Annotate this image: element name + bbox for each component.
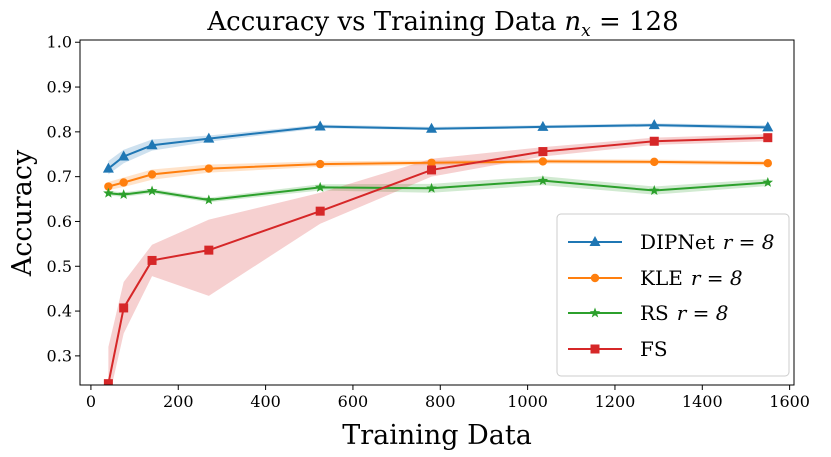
point-fs (538, 147, 548, 157)
chart-title-math-var: n (564, 7, 581, 37)
plot-frame (79, 39, 795, 386)
x-axis-label: Training Data (342, 420, 532, 451)
point-kle (650, 157, 659, 167)
legend-label-text: RS (640, 301, 669, 325)
y-ticks: 0.3 0.4 0.5 0.6 0.7 0.8 0.9 1.0 (47, 33, 80, 365)
legend: DIPNet r = 8 KLE r = 8 RS r = 8 FS (556, 213, 790, 377)
chart-title-text: Accuracy vs Training Data (206, 7, 556, 37)
point-dipnet (203, 132, 215, 143)
x-tick-label: 200 (163, 392, 194, 411)
point-kle (204, 164, 214, 173)
legend-marker-kle (590, 273, 600, 283)
point-fs (204, 245, 214, 255)
point-kle (104, 182, 113, 191)
series-markers (102, 119, 774, 385)
x-tick-label: 1000 (507, 392, 548, 411)
legend-label-math: r = 8 (723, 230, 775, 254)
band-rs (108, 176, 768, 203)
legend-label-math: r = 8 (677, 301, 729, 325)
legend-marker-fs (590, 344, 600, 354)
x-ticks: 0 200 400 600 800 1000 1200 1400 1600 (86, 385, 810, 411)
y-axis-label: Accuracy (7, 149, 38, 277)
x-tick-label: 1200 (595, 392, 636, 411)
y-tick-label: 0.6 (47, 212, 72, 231)
point-dipnet (146, 139, 158, 150)
x-tick-label: 800 (425, 392, 456, 411)
legend-label-rs: RS r = 8 (640, 301, 729, 325)
point-rs (146, 185, 158, 196)
point-dipnet (762, 121, 774, 132)
point-rs (649, 185, 660, 195)
point-rs (762, 176, 774, 187)
y-tick-label: 0.8 (47, 122, 72, 141)
x-tick-label: 1600 (769, 392, 810, 411)
point-fs (649, 136, 659, 146)
legend-label-text: FS (640, 337, 668, 361)
x-tick-label: 1400 (682, 392, 723, 411)
point-dipnet (648, 119, 660, 130)
y-tick-label: 1.0 (47, 33, 72, 52)
legend-label-dipnet: DIPNet r = 8 (640, 230, 775, 254)
point-rs (426, 182, 437, 193)
chart-title: Accuracy vs Training Data nx = 128 (206, 7, 678, 41)
point-rs (203, 194, 215, 205)
point-dipnet (118, 150, 130, 161)
legend-label-text: KLE (640, 266, 683, 290)
x-tick-label: 0 (86, 392, 96, 411)
point-kle (763, 159, 772, 168)
point-rs (118, 189, 129, 200)
point-dipnet (102, 162, 114, 173)
point-kle (427, 158, 436, 167)
y-tick-label: 0.3 (47, 346, 72, 365)
point-fs (103, 379, 113, 385)
point-rs (314, 181, 326, 192)
point-dipnet (537, 120, 549, 131)
point-kle (315, 159, 325, 169)
legend-marker-dipnet (589, 236, 601, 246)
point-fs (763, 133, 773, 143)
band-fs (108, 134, 768, 385)
point-fs (315, 206, 325, 216)
y-tick-label: 0.7 (47, 167, 72, 186)
chart-title-math-sub: x (581, 21, 591, 41)
x-tick-label: 600 (338, 392, 369, 411)
point-fs (427, 165, 437, 175)
legend-frame (556, 213, 790, 377)
point-fs (147, 255, 157, 265)
y-tick-label: 0.4 (47, 302, 72, 321)
chart-title-math-tail: = 128 (591, 7, 679, 37)
point-dipnet (426, 122, 438, 133)
point-dipnet (314, 120, 326, 131)
legend-label-fs: FS (640, 337, 668, 361)
point-rs (537, 175, 549, 186)
x-tick-label: 400 (250, 392, 281, 411)
point-rs (103, 187, 114, 198)
point-fs (119, 303, 129, 313)
point-kle (538, 157, 548, 166)
point-kle (119, 178, 128, 187)
y-tick-label: 0.5 (47, 257, 72, 276)
legend-marker-rs (589, 307, 601, 318)
legend-label-text: DIPNet (640, 230, 715, 254)
legend-label-math: r = 8 (691, 266, 743, 290)
point-kle (147, 170, 157, 179)
legend-label-kle: KLE r = 8 (640, 266, 743, 290)
y-tick-label: 0.9 (47, 78, 72, 97)
